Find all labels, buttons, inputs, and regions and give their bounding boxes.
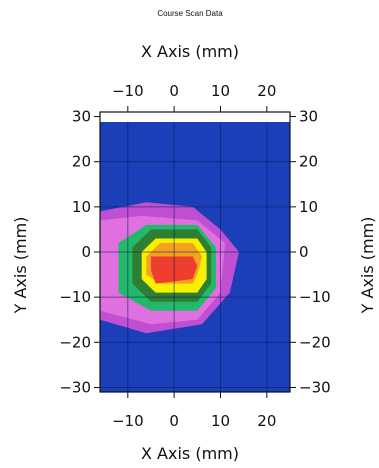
y-tick-label-left: 10 [72,198,91,216]
x-tick-label-bottom: 0 [169,412,179,430]
y-tick-label-right: 10 [299,198,318,216]
y-tick-label-left: 20 [72,153,91,171]
x-tick-label-top: 10 [211,82,230,100]
y-tick-label-right: 30 [299,108,318,126]
y-tick-label-left: −30 [59,378,91,396]
y-tick-label-right: 20 [299,153,318,171]
x-axis-title-bottom: X Axis (mm) [141,444,239,463]
plot-area [99,111,291,393]
y-axis-title-left: Y Axis (mm) [11,217,30,315]
chart-title: Course Scan Data [157,9,223,18]
y-tick-label-right: −20 [299,333,331,351]
y-tick-label-right: −30 [299,378,331,396]
x-tick-label-top: 0 [169,82,179,100]
y-axis-title-right: Y Axis (mm) [358,217,377,315]
x-tick-label-bottom: 20 [257,412,276,430]
contour-levels [100,112,290,392]
x-tick-label-top: −10 [112,82,144,100]
tick-labels: −10 −10 0 0 10 10 20 20 30 30 20 20 10 10 0 0 −10 −10 −20 −… [59,82,330,430]
x-tick-label-bottom: 10 [211,412,230,430]
y-tick-label-right: −10 [299,288,331,306]
y-tick-label-left: −20 [59,333,91,351]
x-tick-label-top: 20 [257,82,276,100]
y-tick-label-left: 0 [81,243,91,261]
y-tick-label-left: −10 [59,288,91,306]
y-tick-label-left: 30 [72,108,91,126]
x-tick-label-bottom: −10 [112,412,144,430]
plot-top-strip [100,112,290,122]
x-axis-title-top: X Axis (mm) [141,42,239,61]
y-tick-label-right: 0 [299,243,309,261]
